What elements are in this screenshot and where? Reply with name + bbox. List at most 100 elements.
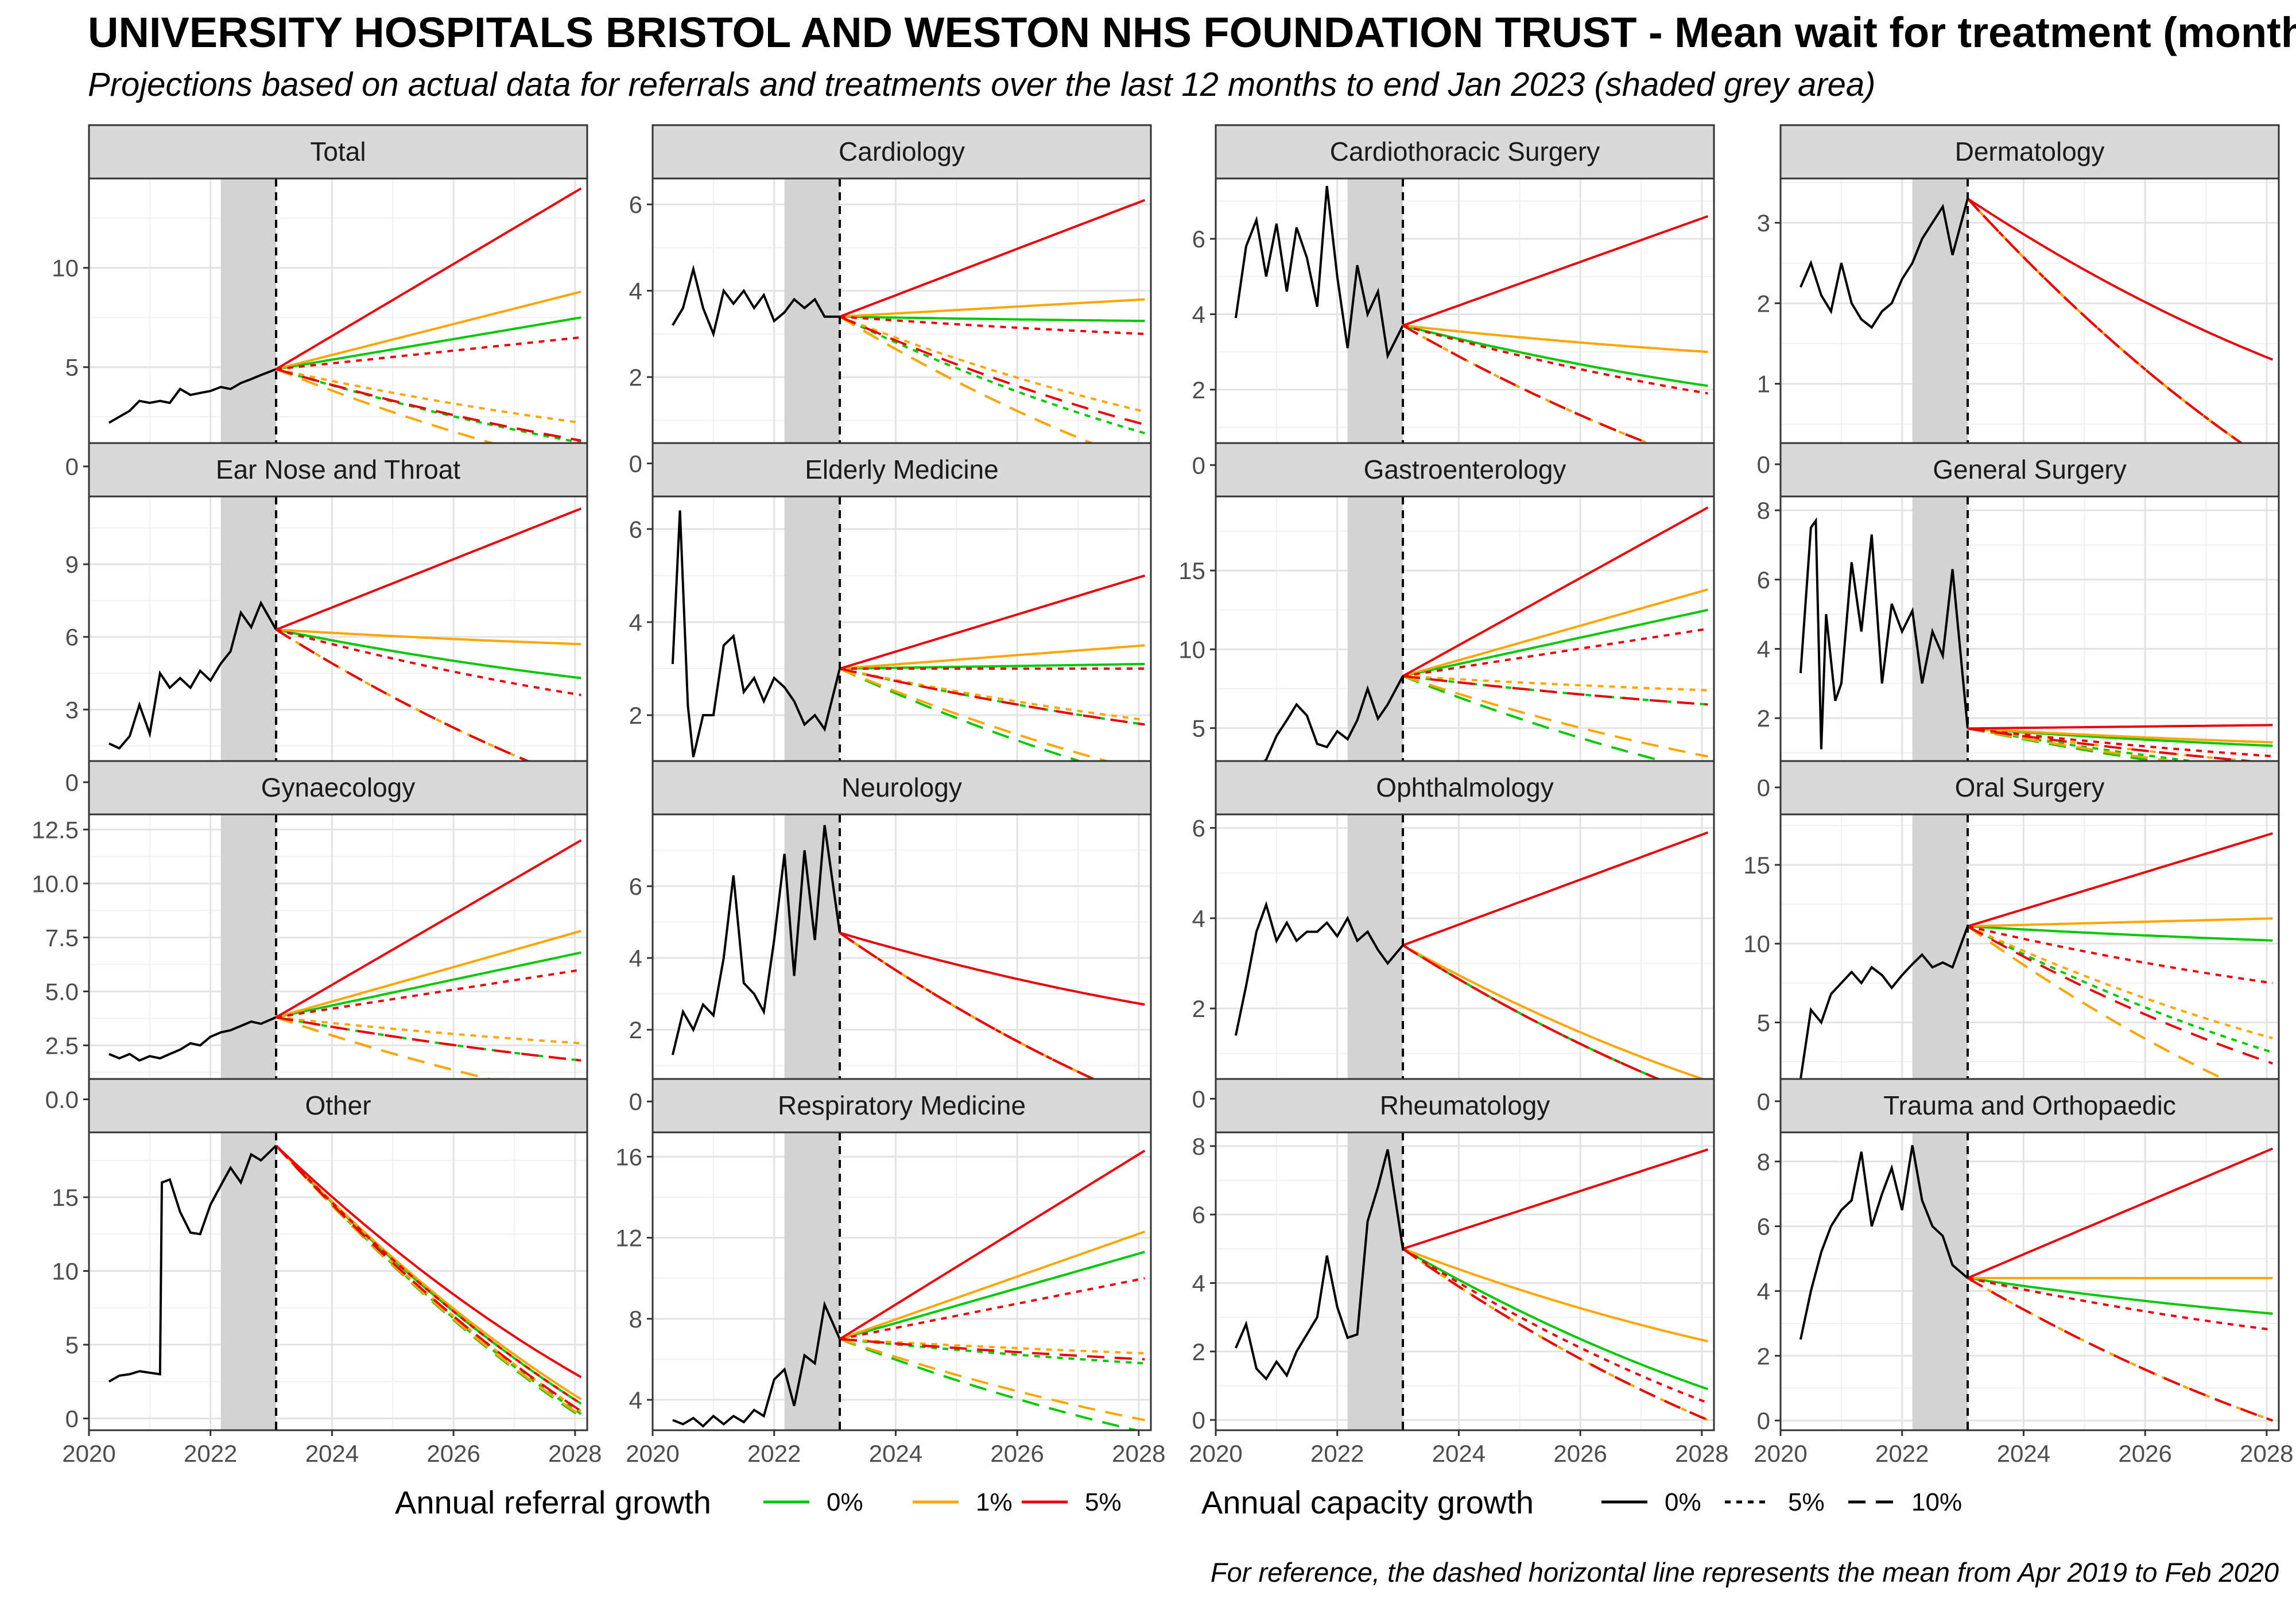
y-tick-label: 0 [1757, 1088, 1770, 1115]
chart-subtitle: Projections based on actual data for ref… [88, 66, 1876, 103]
panel-border [651, 1131, 1152, 1431]
legend-label-referral: 0% [827, 1488, 863, 1516]
projection-line-5pct-cap0 [1967, 197, 2274, 361]
legend-label-referral: 1% [976, 1488, 1013, 1516]
legend-title-capacity: Annual capacity growth [1201, 1484, 1534, 1520]
y-tick-label: 4 [629, 1387, 642, 1414]
facet-label: Elderly Medicine [805, 455, 998, 484]
projection-line-1pct-cap1 [839, 1338, 1145, 1354]
projection-line-1pct-cap0 [1402, 944, 1709, 1082]
facet-label: Cardiology [839, 137, 965, 166]
facet-label: Gastroenterology [1364, 455, 1566, 484]
chart-caption: For reference, the dashed horizontal lin… [1210, 1557, 2279, 1587]
x-tick-label: 2028 [548, 1440, 602, 1467]
x-tick-label: 2020 [1754, 1440, 1807, 1467]
projection-line-5pct-cap2 [1967, 925, 2274, 1065]
x-tick-label: 2024 [305, 1440, 359, 1467]
facet-panel: Other 0 5 10 15 2020 2022 2024 2026 2028 [52, 1078, 602, 1467]
projection-line-5pct-cap0 [839, 1150, 1146, 1340]
facet-panel: Gastroenterology 5 10 15 [1178, 442, 1715, 800]
projection-line-5pct-cap0 [1402, 506, 1709, 677]
projection-line-5pct-cap2 [1967, 197, 2274, 465]
x-tick-label: 2024 [869, 1440, 922, 1467]
y-tick-label: 0 [1757, 451, 1770, 478]
facet-label: Gynaecology [261, 773, 416, 802]
projection-line-5pct-cap0 [1402, 215, 1709, 327]
actual-series-line [672, 1301, 841, 1428]
y-tick-label: 6 [1192, 226, 1205, 253]
plot-background [89, 814, 587, 1112]
projection-line-5pct-cap2 [276, 368, 581, 442]
facet-panel: Cardiothoracic Surgery 0 2 4 6 [1192, 124, 1715, 482]
facet-label: Dermatology [1955, 137, 2105, 166]
facet-label: Neurology [841, 773, 962, 802]
projection-line-5pct-cap2 [276, 1016, 581, 1062]
projection-line-1pct-cap0 [1402, 588, 1708, 677]
facet-panel: Ophthalmology 0 2 4 6 [1192, 760, 1715, 1118]
projection-line-0pct-cap1 [1967, 925, 2274, 1054]
plot-background [89, 496, 587, 794]
projection-line-0pct-cap0 [276, 316, 581, 371]
projection-line-5pct-cap1 [276, 336, 581, 371]
x-tick-label: 2026 [1553, 1440, 1607, 1467]
facet-strip [88, 760, 588, 816]
projection-line-5pct-cap2 [839, 931, 1146, 1103]
facet-strip [88, 1078, 588, 1134]
y-tick-label: 6 [1757, 1213, 1770, 1240]
facet-panel: Oral Surgery 0 5 10 15 [1743, 760, 2280, 1118]
projection-line-5pct-cap0 [839, 574, 1145, 670]
projection-line-5pct-cap0 [1402, 1148, 1709, 1250]
y-tick-label: 0 [1757, 1407, 1770, 1434]
projection-line-5pct-cap0 [1967, 1147, 2274, 1279]
projection-line-5pct-cap0 [275, 187, 582, 370]
actual-series-line [671, 510, 841, 758]
y-tick-label: 2.5 [45, 1032, 79, 1059]
projection-line-0pct-cap0 [1967, 1276, 2273, 1315]
y-tick-label: 2 [1192, 1338, 1205, 1365]
facet-panel: Respiratory Medicine 4 8 12 16 2020 2022 2024 20… [615, 1078, 1166, 1467]
projection-line-1pct-cap2 [1402, 675, 1708, 758]
projection-line-0pct-cap0 [839, 315, 1145, 323]
y-tick-label: 8 [1757, 1148, 1770, 1175]
shaded-period [220, 1132, 277, 1430]
projection-line-5pct-cap1 [1402, 1248, 1709, 1404]
y-tick-label: 4 [1192, 905, 1205, 932]
shaded-period [1347, 178, 1403, 476]
legend-title-referral: Annual referral growth [395, 1484, 711, 1520]
projection-line-0pct-cap0 [839, 1251, 1145, 1341]
facet-strip [1779, 1078, 2280, 1134]
y-tick-label: 3 [65, 696, 79, 723]
y-tick-label: 6 [1192, 815, 1205, 842]
x-tick-label: 2028 [1112, 1440, 1165, 1467]
projection-line-5pct-cap1 [1402, 627, 1708, 677]
y-tick-label: 6 [1192, 1201, 1205, 1228]
facet-label: General Surgery [1933, 455, 2127, 484]
shaded-period [1347, 1132, 1403, 1430]
y-tick-label: 0 [65, 1405, 79, 1432]
y-tick-label: 4 [1757, 1278, 1770, 1305]
facet-panel: Cardiology 0 2 4 6 [629, 124, 1152, 482]
y-tick-label: 10.0 [32, 870, 79, 897]
facet-label: Rheumatology [1380, 1090, 1550, 1120]
x-tick-label: 2022 [1875, 1440, 1929, 1467]
y-tick-label: 12 [615, 1225, 642, 1252]
projection-line-1pct-cap1 [839, 315, 1145, 413]
y-tick-label: 4 [1192, 1270, 1205, 1297]
projection-line-5pct-cap0 [275, 1144, 582, 1379]
y-tick-label: 9 [65, 551, 79, 578]
plot-background [1216, 1132, 1714, 1430]
projection-line-5pct-cap2 [1967, 1277, 2274, 1422]
actual-series-line [1799, 1145, 1969, 1340]
y-tick-label: 0 [1192, 452, 1205, 479]
y-tick-label: 5 [65, 354, 79, 381]
y-tick-label: 2 [629, 1016, 642, 1043]
projection-line-1pct-cap0 [1402, 324, 1708, 354]
x-tick-label: 2028 [2240, 1440, 2293, 1467]
y-tick-label: 0 [629, 450, 642, 477]
y-tick-label: 0 [1192, 1085, 1205, 1112]
actual-series-line [108, 1144, 277, 1383]
facet-label: Cardiothoracic Surgery [1330, 137, 1600, 166]
projection-line-1pct-cap0 [276, 290, 581, 371]
plot-background [1781, 496, 2279, 794]
y-tick-label: 8 [1192, 1133, 1205, 1160]
